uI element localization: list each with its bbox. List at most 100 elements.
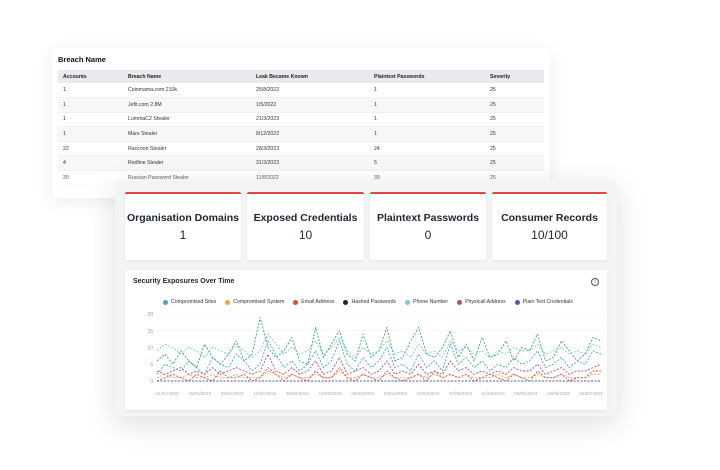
series-line — [156, 333, 602, 358]
table-cell: 25 — [485, 83, 544, 99]
stat-card-plaintext-passwords[interactable]: Plaintext Passwords 0 — [370, 192, 486, 260]
stat-label: Organisation Domains — [126, 212, 240, 224]
table-cell: 25 — [485, 112, 544, 128]
column-header[interactable]: Breach Name — [123, 70, 251, 83]
table-cell: 28/3/2023 — [251, 141, 369, 157]
breach-table-title: Breach Name — [58, 55, 106, 64]
table-cell: 22 — [58, 141, 123, 157]
legend-item[interactable]: Plain Text Credentials — [514, 299, 573, 305]
table-row[interactable]: 1 LummaC2 Stealer 21/3/2023 1 25 — [58, 112, 544, 128]
table-cell: 5 — [369, 155, 485, 172]
x-tick-label: 01/01/2023 — [156, 391, 179, 396]
legend-label: Hashed Passwords — [351, 299, 397, 305]
legend-swatch — [457, 299, 463, 305]
legend-swatch — [405, 299, 411, 305]
y-tick-label: 0 — [150, 379, 153, 385]
column-header[interactable]: Severity — [485, 70, 544, 83]
legend-swatch — [514, 299, 520, 305]
table-cell: Raccoon Stealer — [123, 141, 251, 157]
table-cell: 4 — [58, 155, 123, 172]
legend-swatch — [225, 299, 231, 305]
breach-table: Accounts Breach Name Leak Became Known P… — [58, 70, 544, 186]
x-tick-label: 02/07/2023 — [580, 391, 603, 396]
x-tick-label: 09/04/2023 — [384, 391, 407, 396]
x-tick-label: 12/03/2023 — [319, 391, 342, 396]
x-tick-label: 29/01/2023 — [221, 391, 244, 396]
table-cell: 25 — [485, 141, 544, 157]
table-cell: LummaC2 Stealer — [123, 112, 251, 128]
table-cell: Coinmama.com 210k — [123, 83, 251, 99]
legend-swatch — [343, 299, 349, 305]
stat-value: 0 — [424, 228, 432, 242]
legend-label: Compromised Sites — [171, 299, 217, 305]
chart-title: Security Exposures Over Time — [133, 278, 235, 285]
stat-card-exposed-credentials[interactable]: Exposed Credentials 10 — [247, 192, 364, 260]
legend-label: Email Address — [301, 299, 335, 305]
legend-swatch — [293, 299, 299, 305]
stat-value: 1 — [179, 228, 187, 242]
table-cell: Jefit.com 2.8M — [123, 97, 251, 113]
x-tick-label: 07/05/2023 — [449, 391, 472, 396]
column-header[interactable]: Accounts — [58, 70, 123, 83]
info-icon[interactable]: i — [591, 278, 599, 286]
series-line — [156, 340, 602, 375]
table-cell: 1 — [58, 97, 123, 113]
x-tick-label: 18/06/2023 — [547, 391, 570, 396]
table-row[interactable]: 1 Coinmama.com 210k 25/8/2022 1 25 — [58, 83, 544, 99]
stat-value: 10/100 — [531, 228, 568, 242]
series-line — [156, 353, 602, 375]
line-chart: 0 5 10 15 20 01/01/2023 15/01/2023 29/01/2023 12… — [147, 312, 603, 396]
table-cell: 21/3/2023 — [251, 112, 369, 128]
legend-label: Plain Text Credentials — [522, 299, 573, 305]
series-line — [156, 316, 602, 369]
column-header[interactable]: Plaintext Passwords — [369, 70, 485, 83]
table-cell: 31/3/2023 — [251, 155, 369, 172]
legend-label: Compromised System — [233, 299, 285, 305]
table-cell: 25 — [485, 97, 544, 113]
table-cell: 24 — [369, 141, 485, 157]
table-cell: 1 — [369, 97, 485, 113]
legend-item[interactable]: Email Address — [293, 299, 334, 305]
legend-item[interactable]: Compromised System — [225, 299, 284, 305]
table-row[interactable]: 1 Jefit.com 2.8M 1/5/2022 1 25 — [58, 97, 544, 113]
table-header-row: Accounts Breach Name Leak Became Known P… — [58, 70, 544, 83]
x-tick-label: 12/02/2023 — [253, 391, 276, 396]
x-tick-label: 04/06/2023 — [514, 391, 537, 396]
y-tick-label: 15 — [147, 329, 153, 335]
table-cell: Mars Stealer — [123, 126, 251, 142]
y-tick-label: 20 — [147, 312, 153, 318]
table-cell: 1 — [369, 112, 485, 128]
x-tick-label: 26/03/2023 — [351, 391, 374, 396]
stat-card-organisation-domains[interactable]: Organisation Domains 1 — [125, 192, 241, 260]
legend-item[interactable]: Physicall Address — [457, 299, 506, 305]
x-tick-label: 23/04/2023 — [416, 391, 439, 396]
column-header[interactable]: Leak Became Known — [251, 70, 369, 83]
legend-item[interactable]: Phone Number — [405, 299, 448, 305]
table-cell: 1 — [369, 83, 485, 99]
dashboard-panel: Organisation Domains 1 Exposed Credentia… — [115, 180, 617, 416]
table-cell: 8/12/2022 — [251, 126, 369, 142]
stat-label: Exposed Credentials — [253, 212, 358, 224]
x-tick-label: 21/05/2023 — [482, 391, 505, 396]
stat-value: 10 — [298, 228, 313, 242]
table-cell: 25 — [485, 126, 544, 142]
stat-card-consumer-records[interactable]: Consumer Records 10/100 — [492, 192, 607, 260]
table-cell: 1 — [58, 83, 123, 99]
stat-label: Plaintext Passwords — [376, 212, 480, 224]
legend-label: Physicall Address — [465, 299, 506, 305]
legend-item[interactable]: Hashed Passwords — [343, 299, 396, 305]
series-line — [156, 367, 601, 382]
table-cell: 1 — [58, 126, 123, 142]
legend-swatch — [163, 299, 168, 305]
table-row[interactable]: 4 Redline Stealer 31/3/2023 5 25 — [58, 155, 544, 172]
series-line — [156, 370, 601, 379]
table-cell: 1/5/2022 — [251, 97, 369, 113]
legend-item[interactable]: Compromised Sites — [163, 299, 216, 305]
table-cell: 25/8/2022 — [251, 83, 369, 99]
table-row[interactable]: 22 Raccoon Stealer 28/3/2023 24 25 — [58, 141, 544, 157]
table-row[interactable]: 1 Mars Stealer 8/12/2022 1 25 — [58, 126, 544, 142]
table-cell: 1 — [369, 126, 485, 142]
x-tick-label: 26/02/2023 — [286, 391, 309, 396]
breach-table-card: Breach Name Accounts Breach Name Leak Be… — [52, 48, 550, 198]
x-tick-label: 15/01/2023 — [188, 391, 211, 396]
